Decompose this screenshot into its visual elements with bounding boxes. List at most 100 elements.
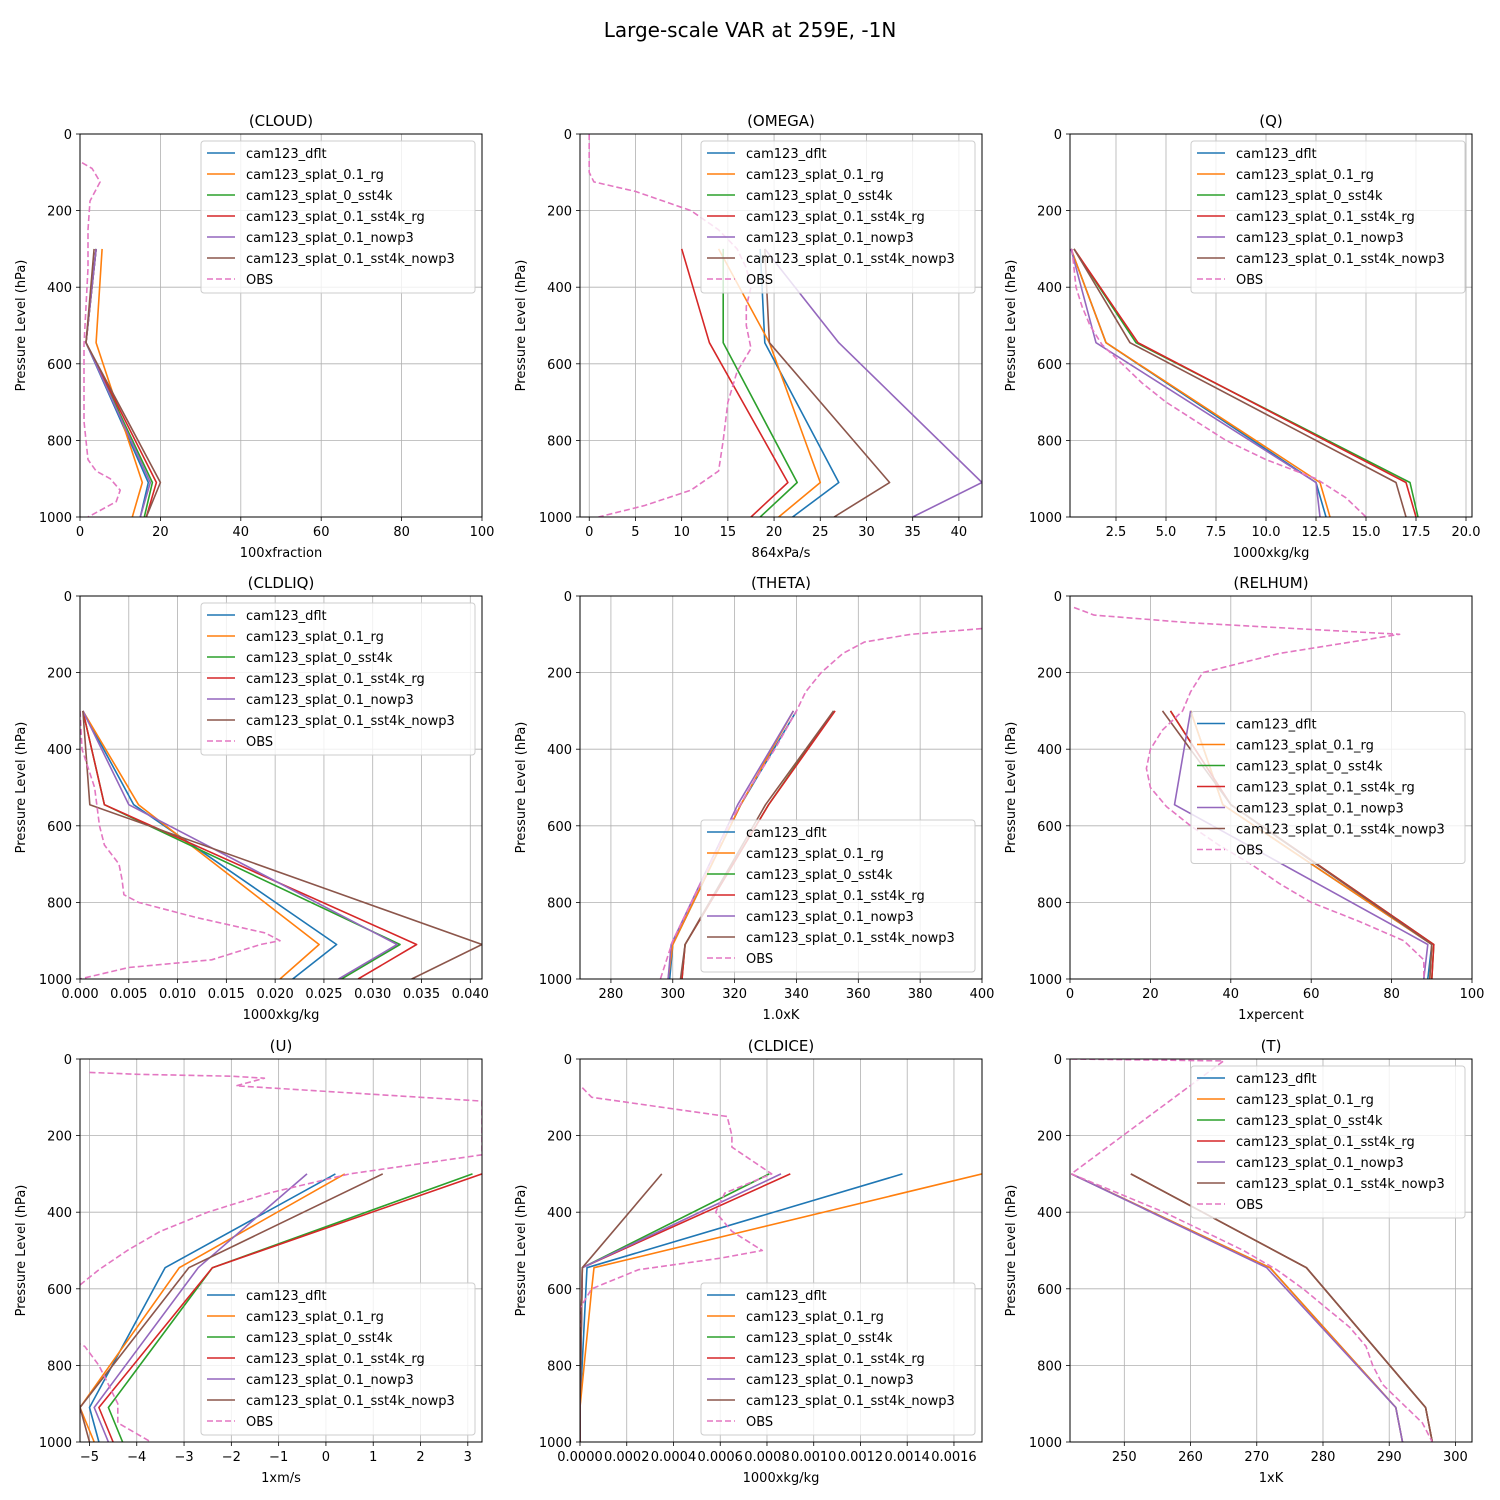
legend-label: OBS bbox=[746, 273, 773, 288]
y-tick-label: 200 bbox=[547, 1130, 572, 1145]
x-tick-label: 270 bbox=[1244, 1450, 1269, 1465]
legend-label: OBS bbox=[1236, 1198, 1263, 1213]
series-group bbox=[80, 1071, 482, 1442]
y-tick-label: 800 bbox=[547, 434, 572, 449]
legend-label: cam123_splat_0.1_nowp3 bbox=[746, 910, 914, 925]
x-tick-label: 0.040 bbox=[452, 987, 489, 1002]
series-line-cam123_dflt bbox=[759, 248, 840, 517]
series-line-OBS bbox=[1073, 606, 1425, 979]
subplot-title: (CLDLIQ) bbox=[248, 574, 315, 592]
legend-label: cam123_splat_0_sst4k bbox=[746, 868, 893, 883]
legend-label: cam123_splat_0_sst4k bbox=[1236, 189, 1383, 204]
x-tick-label: 260 bbox=[1178, 1450, 1203, 1465]
y-tick-label: 600 bbox=[47, 1283, 72, 1298]
legend-label: cam123_splat_0_sst4k bbox=[246, 1331, 393, 1346]
x-tick-label: 0.0004 bbox=[651, 1450, 697, 1465]
y-tick-label: 1000 bbox=[39, 511, 72, 526]
legend-label: cam123_dflt bbox=[1236, 1072, 1317, 1087]
legend-label: cam123_dflt bbox=[246, 147, 327, 162]
x-tick-label: 0.0014 bbox=[884, 1450, 930, 1465]
legend: cam123_dflt cam123_splat_0.1_rg cam123_spl… bbox=[700, 819, 976, 973]
series-line-cam123_splat_0_sst4k bbox=[107, 1173, 473, 1442]
x-tick-label: 0.000 bbox=[61, 987, 98, 1002]
x-tick-label: 0.0002 bbox=[604, 1450, 650, 1465]
series-group bbox=[588, 134, 982, 517]
x-axis-label: 100xfraction bbox=[240, 546, 322, 561]
x-tick-label: 0 bbox=[76, 525, 84, 540]
x-tick-label: 0 bbox=[322, 1450, 330, 1465]
figure-title: Large-scale VAR at 259E, -1N bbox=[604, 18, 897, 42]
axes-frame bbox=[1069, 133, 1473, 518]
series-line-cam123_splat_0.1_nowp3 bbox=[93, 1173, 308, 1442]
series-line-cam123_splat_0.1_nowp3 bbox=[82, 710, 398, 979]
x-tick-label: 380 bbox=[908, 987, 933, 1002]
legend-label: cam123_splat_0.1_sst4k_rg bbox=[746, 1352, 925, 1367]
x-tick-label: 0.0006 bbox=[697, 1450, 743, 1465]
series-line-cam123_dflt bbox=[580, 1173, 903, 1442]
x-tick-label: 280 bbox=[599, 987, 624, 1002]
x-tick-label: 10 bbox=[673, 525, 690, 540]
y-tick-label: 0 bbox=[564, 590, 572, 605]
y-tick-label: 600 bbox=[547, 1283, 572, 1298]
y-tick-label: 1000 bbox=[539, 1436, 572, 1451]
x-tick-label: 40 bbox=[233, 525, 250, 540]
series-group bbox=[1070, 1059, 1434, 1442]
legend-label: cam123_splat_0.1_sst4k_rg bbox=[246, 1352, 425, 1367]
legend-label: cam123_splat_0.1_sst4k_rg bbox=[1236, 781, 1415, 796]
y-tick-label: 200 bbox=[1037, 667, 1062, 682]
legend-label: cam123_splat_0_sst4k bbox=[746, 189, 893, 204]
x-tick-label: 30 bbox=[858, 525, 875, 540]
x-tick-label: 20 bbox=[1142, 987, 1159, 1002]
y-tick-label: 0 bbox=[564, 1053, 572, 1068]
legend-label: cam123_splat_0.1_sst4k_nowp3 bbox=[746, 252, 955, 267]
axes-frame bbox=[79, 595, 483, 980]
y-tick-label: 0 bbox=[64, 128, 72, 143]
legend-label: OBS bbox=[246, 1415, 273, 1430]
legend-label: cam123_splat_0.1_nowp3 bbox=[246, 231, 414, 246]
x-tick-label: 80 bbox=[1383, 987, 1400, 1002]
axes-frame bbox=[579, 133, 983, 518]
axes-frame bbox=[79, 133, 483, 518]
legend-label: cam123_splat_0.1_nowp3 bbox=[1236, 802, 1404, 817]
legend-label: cam123_splat_0.1_sst4k_rg bbox=[246, 210, 425, 225]
x-tick-label: 290 bbox=[1377, 1450, 1402, 1465]
y-axis-label: Pressure Level (hPa) bbox=[14, 260, 29, 392]
series-line-cam123_splat_0.1_sst4k_nowp3 bbox=[1130, 1173, 1434, 1442]
legend: cam123_dflt cam123_splat_0.1_rg cam123_spl… bbox=[1190, 140, 1466, 294]
x-axis-label: 864xPa/s bbox=[752, 546, 811, 561]
legend-label: cam123_splat_0_sst4k bbox=[1236, 1114, 1383, 1129]
legend-label: cam123_splat_0.1_rg bbox=[746, 168, 884, 183]
y-axis-label: Pressure Level (hPa) bbox=[14, 722, 29, 854]
x-axis-label: 1xm/s bbox=[261, 1471, 301, 1486]
legend-label: cam123_splat_0.1_rg bbox=[746, 847, 884, 862]
x-tick-label: −4 bbox=[127, 1450, 146, 1465]
y-tick-label: 400 bbox=[1037, 281, 1062, 296]
x-tick-label: 0.020 bbox=[257, 987, 294, 1002]
x-tick-label: 5 bbox=[631, 525, 639, 540]
axes-frame bbox=[1069, 595, 1473, 980]
legend-label: cam123_dflt bbox=[246, 1289, 327, 1304]
legend-label: cam123_splat_0.1_sst4k_nowp3 bbox=[746, 1394, 955, 1409]
series-line-OBS bbox=[80, 710, 281, 979]
x-tick-label: 300 bbox=[660, 987, 685, 1002]
y-tick-label: 200 bbox=[1037, 1130, 1062, 1145]
legend: cam123_dflt cam123_splat_0.1_rg cam123_spl… bbox=[700, 140, 976, 294]
x-tick-label: 0.035 bbox=[403, 987, 440, 1002]
subplot-title: (OMEGA) bbox=[747, 112, 815, 130]
x-tick-label: 0 bbox=[585, 525, 593, 540]
y-tick-label: 0 bbox=[1054, 128, 1062, 143]
x-tick-label: 80 bbox=[393, 525, 410, 540]
series-line-cam123_splat_0.1_sst4k_nowp3 bbox=[80, 1173, 384, 1442]
legend-box bbox=[1190, 140, 1466, 294]
axes-frame bbox=[579, 1058, 983, 1443]
legend-label: cam123_splat_0.1_sst4k_nowp3 bbox=[1236, 823, 1445, 838]
series-line-OBS bbox=[659, 627, 982, 979]
x-tick-label: 0.025 bbox=[305, 987, 342, 1002]
y-axis-label: Pressure Level (hPa) bbox=[1004, 260, 1019, 392]
legend-box bbox=[700, 1282, 976, 1436]
legend-label: cam123_splat_0.1_sst4k_rg bbox=[1236, 210, 1415, 225]
x-tick-label: 20 bbox=[766, 525, 783, 540]
subplot-theta: 280 300 320 340 360 380 400 0 200 400 600 800 1000 (T… bbox=[514, 574, 994, 1023]
series-line-cam123_splat_0.1_nowp3 bbox=[1070, 1173, 1404, 1442]
x-tick-label: 25 bbox=[812, 525, 829, 540]
